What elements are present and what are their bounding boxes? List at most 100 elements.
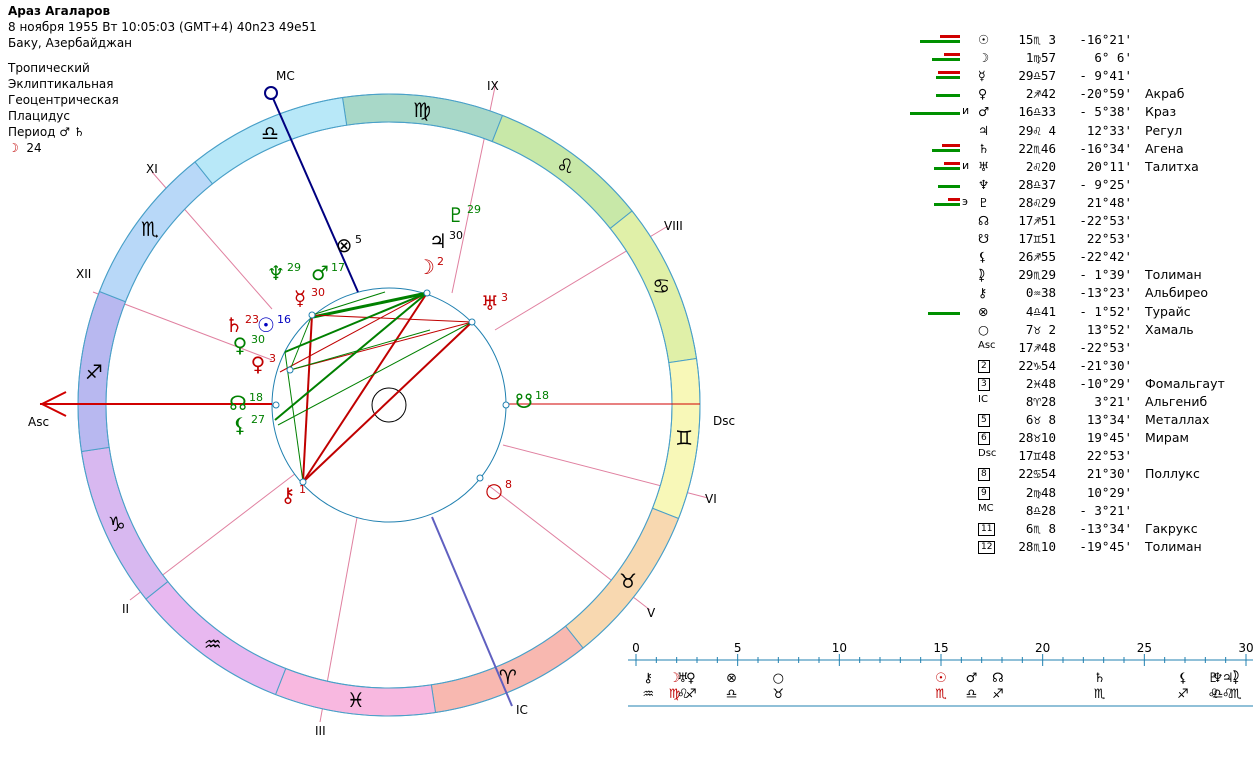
strip-planet-icon: ☽ [669, 671, 681, 686]
declination: -22°53' [1079, 213, 1132, 228]
row-symbol-icon: Asc [978, 339, 996, 351]
position-dot [468, 318, 476, 326]
row-symbol-icon: ⊗ [978, 303, 989, 319]
row-symbol-icon: ♀ [978, 86, 988, 102]
ecliptic-position: 22♏46 [1018, 140, 1056, 156]
table-row: ☿ 29♎57 - 9°41' [900, 68, 1250, 86]
row-symbol-icon: ♄ [978, 140, 990, 156]
setting-zodiac: Тропический [8, 61, 90, 75]
debility-bar [942, 143, 960, 147]
ecliptic-position: 22♑54 [1018, 357, 1056, 373]
fixed-star: Гакрукс [1145, 520, 1198, 536]
ecliptic-position: 28♏10 [1018, 538, 1056, 554]
planet-glyph-icon: ☉ [257, 313, 275, 337]
row-symbol-icon: ⚷ [978, 285, 988, 301]
strip-sign-icon: ♐ [992, 687, 1004, 702]
fixed-star: Фомальгаут [1145, 375, 1225, 391]
table-row: MC 8♎28 - 3°21' [900, 503, 1250, 521]
aspect-line [284, 292, 428, 353]
zodiac-sign-icon: ♒ [204, 632, 222, 656]
zodiac-sign-icon: ♐ [85, 360, 103, 384]
house-label-12: XII [76, 267, 91, 281]
ecliptic-position: 2♌20 [1025, 158, 1056, 174]
row-symbol-icon: ♆ [978, 176, 990, 192]
strip-sign-icon: ♐ [685, 687, 697, 702]
strip-planet-icon: ☊ [992, 671, 1004, 686]
row-symbol-icon: 2 [978, 359, 990, 373]
planet-degree-label: 30 [449, 229, 463, 242]
declination: 13°52' [1086, 321, 1132, 337]
ecliptic-position: 22♋54 [1018, 466, 1056, 482]
birth-datetime: 8 ноября 1955 Вт 10:05:03 (GMT+4) 40n23 … [8, 20, 317, 34]
ecliptic-position: 2♐42 [1025, 86, 1056, 102]
fixed-star: Турайс [1145, 303, 1191, 319]
strip-planet-icon: ⊗ [726, 671, 737, 686]
strip-sign-icon: ♎ [1212, 687, 1224, 702]
strip-tick-label: 30 [1238, 641, 1253, 655]
ecliptic-position: 17♊51 [1018, 231, 1056, 247]
debility-bar [938, 71, 960, 75]
strip-sign-icon: ♏ [1230, 687, 1242, 702]
strip-sign-icon: ♉ [773, 687, 785, 702]
strength-bar [936, 94, 960, 98]
period-planets: ♂ ♄ [59, 125, 85, 139]
mc-axis [271, 95, 359, 293]
row-symbol-icon: ☽ [978, 50, 990, 66]
setting-coordinates: Эклиптикальная [8, 77, 114, 91]
fixed-star: Агена [1145, 140, 1184, 156]
declination: -13°34' [1079, 520, 1132, 536]
declination: 21°48' [1086, 194, 1132, 210]
table-row: ⊗ 4♎41 - 1°52' Турайс [900, 304, 1250, 322]
row-symbol-icon: ⚸ [978, 249, 988, 265]
person-name: Араз Агаларов [8, 4, 111, 18]
declination: 3°21' [1094, 394, 1132, 409]
fixed-star: Альбирео [1145, 285, 1209, 301]
declination: -16°21' [1079, 32, 1132, 47]
ic-axis [431, 516, 513, 707]
ecliptic-position: 2♍48 [1025, 484, 1056, 500]
planet-glyph-icon: ♄ [225, 313, 243, 337]
table-row: ⚷ 0♒38 -13°23' Альбирео [900, 285, 1250, 303]
row-symbol-icon: MC [978, 502, 994, 514]
aspect-line [274, 292, 428, 421]
debility-bar [948, 197, 960, 201]
aspect-lines [274, 291, 473, 483]
ecliptic-position: 17♐51 [1018, 213, 1056, 228]
table-row: 11 6♏ 8 -13°34' Гакрукс [900, 521, 1250, 539]
fixed-star: Краз [1145, 104, 1177, 120]
ecliptic-position: 16♎33 [1018, 104, 1056, 120]
fixed-star: Альгениб [1145, 394, 1208, 409]
table-row: 9 2♍48 10°29' [900, 485, 1250, 503]
table-row: 8 22♋54 21°30' Поллукс [900, 466, 1250, 484]
aspect-line [289, 314, 313, 371]
declination: -22°42' [1079, 249, 1132, 265]
strip-sign-icon: ♍ [669, 687, 681, 702]
declination: -21°30' [1079, 357, 1132, 373]
table-row: ☊ 17♐51 -22°53' [900, 213, 1250, 231]
table-row: и ♅ 2♌20 20°11' Талитха [900, 159, 1250, 177]
zodiac-sign-icon: ♊ [675, 426, 693, 450]
planet-glyph-icon: ⚸ [233, 413, 248, 437]
ecliptic-position: 28♌29 [1018, 194, 1056, 210]
birth-place: Баку, Азербайджан [8, 36, 133, 50]
strip-planet-icon: ♇ [1208, 671, 1220, 686]
strength-bar [934, 166, 960, 170]
zodiac-sign-icon: ♏ [141, 217, 159, 241]
zodiac-sign-icon: ♑ [108, 512, 126, 536]
ecliptic-position: 6♉ 8 [1025, 412, 1056, 428]
mc-label: MC [276, 69, 295, 83]
planet-degree-label: 2 [437, 255, 444, 268]
chart-header: Араз Агаларов 8 ноября 1955 Вт 10:05:03 … [8, 3, 317, 51]
zodiac-sign-icon: ♍ [413, 98, 431, 122]
planet-degree-label: 30 [311, 286, 325, 299]
table-row: ♄ 22♏46 -16°34' Агена [900, 141, 1250, 159]
declination: 22°53' [1086, 231, 1132, 247]
fixed-star: Толиман [1145, 267, 1202, 283]
planet-glyph-icon: ♃ [429, 229, 447, 253]
planet-glyph-icon: ⚷ [281, 483, 296, 507]
strength-bar [920, 40, 960, 43]
declination: -13°23' [1079, 285, 1132, 301]
declination: - 1°52' [1079, 303, 1132, 319]
